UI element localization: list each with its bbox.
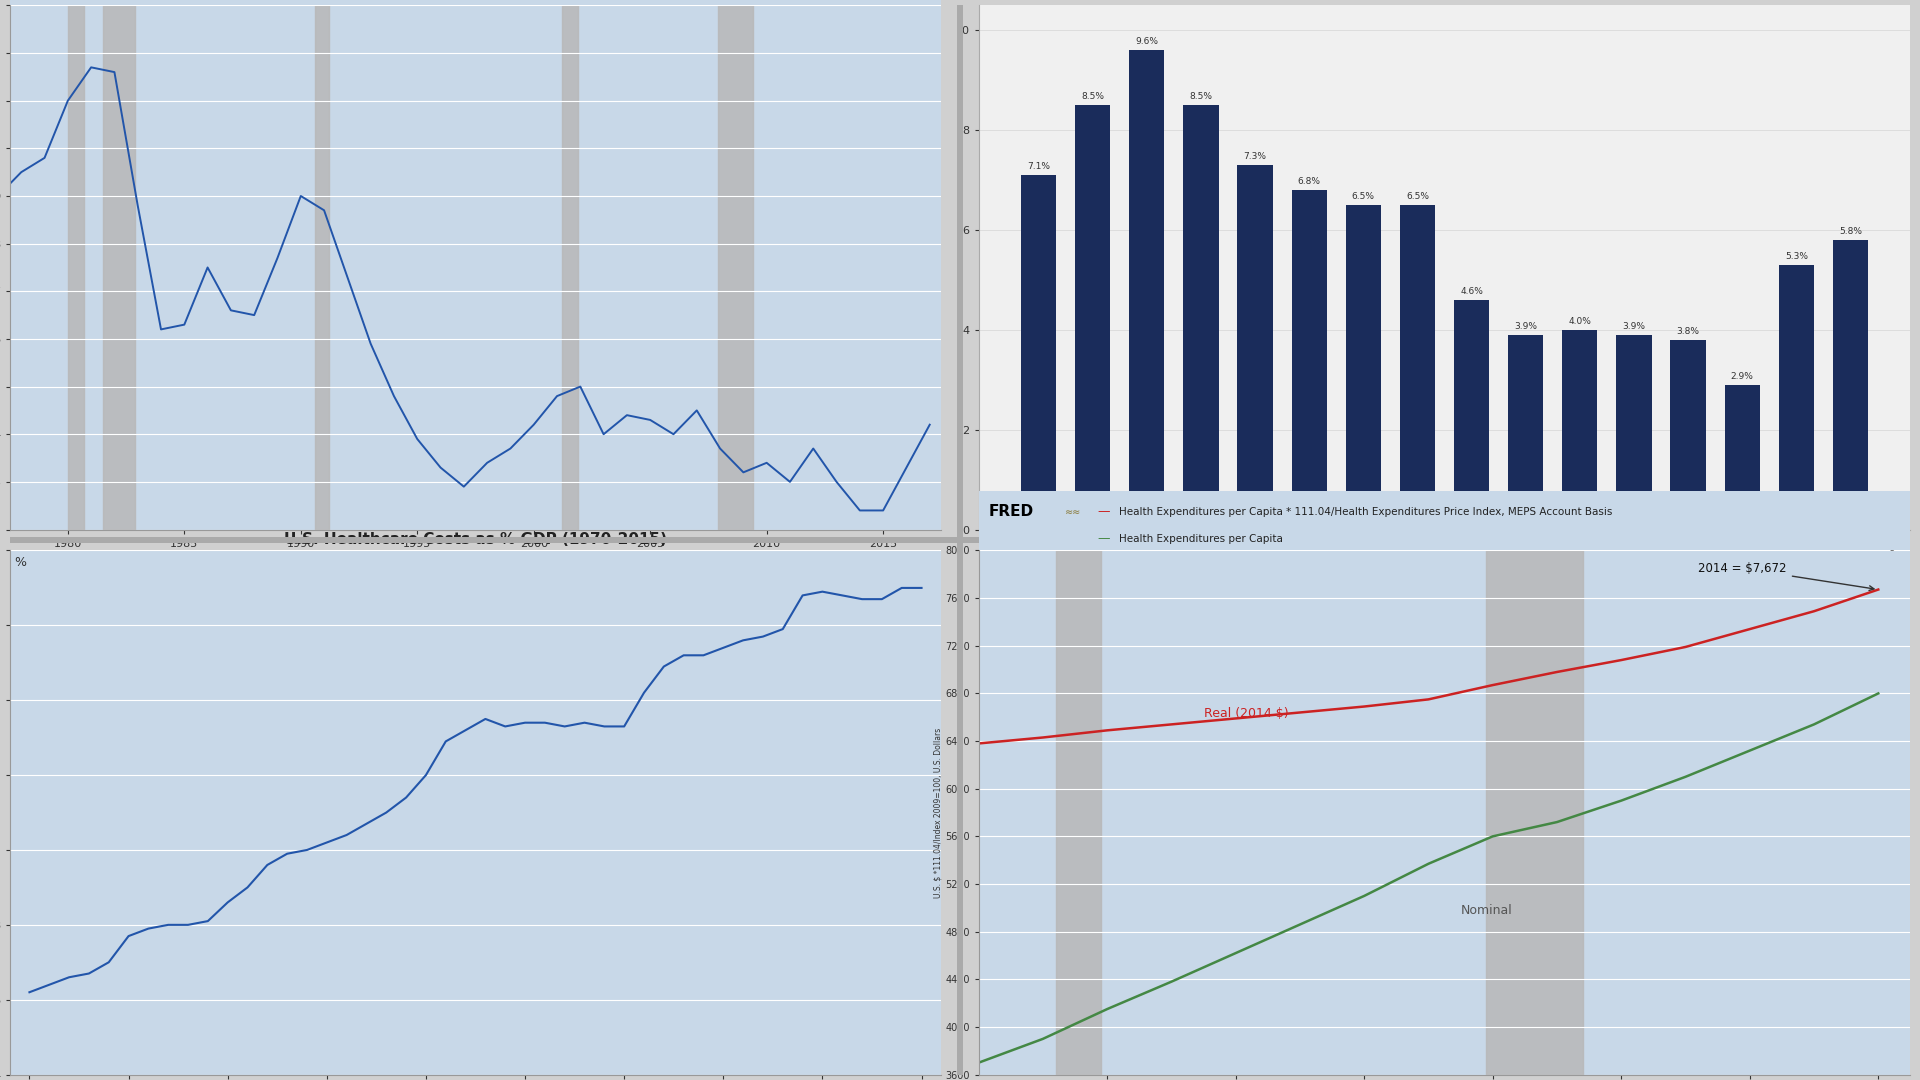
Text: Source data:  Centers for Medicare & Medicaid Services (cms.gov): Source data: Centers for Medicare & Medi… <box>1611 542 1910 552</box>
Text: FRED: FRED <box>989 504 1033 519</box>
Bar <box>1292 190 1327 529</box>
Text: Health Expenditures per Capita: Health Expenditures per Capita <box>1119 534 1283 543</box>
Bar <box>1778 265 1814 529</box>
Text: 3.9%: 3.9% <box>1622 322 1645 330</box>
Text: 8.5%: 8.5% <box>1190 92 1212 102</box>
Bar <box>718 5 753 529</box>
Text: 5.3%: 5.3% <box>1786 252 1809 261</box>
Text: 3.9%: 3.9% <box>1515 322 1538 330</box>
Text: Real (2014 $): Real (2014 $) <box>1204 707 1288 720</box>
Bar <box>1075 105 1110 529</box>
Bar <box>1021 175 1056 529</box>
Bar <box>1670 340 1705 529</box>
Bar <box>1400 205 1434 529</box>
Bar <box>563 5 578 529</box>
Text: —: — <box>1098 532 1110 545</box>
Text: Nominal: Nominal <box>1461 904 1513 917</box>
Title: U.S. Healthcare Costs as % GDP (1970-2015): U.S. Healthcare Costs as % GDP (1970-201… <box>284 531 666 546</box>
Text: ≈≈: ≈≈ <box>1066 507 1081 517</box>
Bar <box>1563 329 1597 529</box>
Text: 2.9%: 2.9% <box>1730 372 1753 381</box>
Text: 5.8%: 5.8% <box>1839 227 1862 237</box>
Bar <box>1724 384 1761 529</box>
Text: 2014 = $7,672: 2014 = $7,672 <box>1699 562 1874 591</box>
Text: 8.5%: 8.5% <box>1081 92 1104 102</box>
Text: —: — <box>1098 505 1110 518</box>
Bar <box>1183 105 1219 529</box>
Bar <box>104 5 136 529</box>
Text: 7.1%: 7.1% <box>1027 162 1050 171</box>
Text: 4.6%: 4.6% <box>1459 287 1482 296</box>
Text: 6.5%: 6.5% <box>1405 192 1428 201</box>
Bar <box>1617 335 1651 529</box>
Y-axis label: U.S. $ *111.04/Index 2009=100, U.S. Dollars: U.S. $ *111.04/Index 2009=100, U.S. Doll… <box>933 728 943 897</box>
Text: 9.6%: 9.6% <box>1135 38 1158 46</box>
Text: 3.8%: 3.8% <box>1676 327 1699 336</box>
Text: 6.8%: 6.8% <box>1298 177 1321 186</box>
Bar <box>1507 335 1544 529</box>
Bar <box>1346 205 1380 529</box>
Bar <box>1129 51 1164 529</box>
Bar <box>1486 551 1582 1075</box>
Bar <box>1238 165 1273 529</box>
Bar <box>1453 300 1490 529</box>
Bar <box>1056 551 1100 1075</box>
Text: 7.3%: 7.3% <box>1244 152 1267 161</box>
Text: Health Expenditures per Capita * 111.04/Health Expenditures Price Index, MEPS Ac: Health Expenditures per Capita * 111.04/… <box>1119 507 1613 517</box>
Bar <box>315 5 328 529</box>
Text: %: % <box>13 556 27 569</box>
Text: 6.5%: 6.5% <box>1352 192 1375 201</box>
Bar <box>67 5 84 529</box>
Bar <box>1834 240 1868 529</box>
Text: 4.0%: 4.0% <box>1569 316 1592 326</box>
